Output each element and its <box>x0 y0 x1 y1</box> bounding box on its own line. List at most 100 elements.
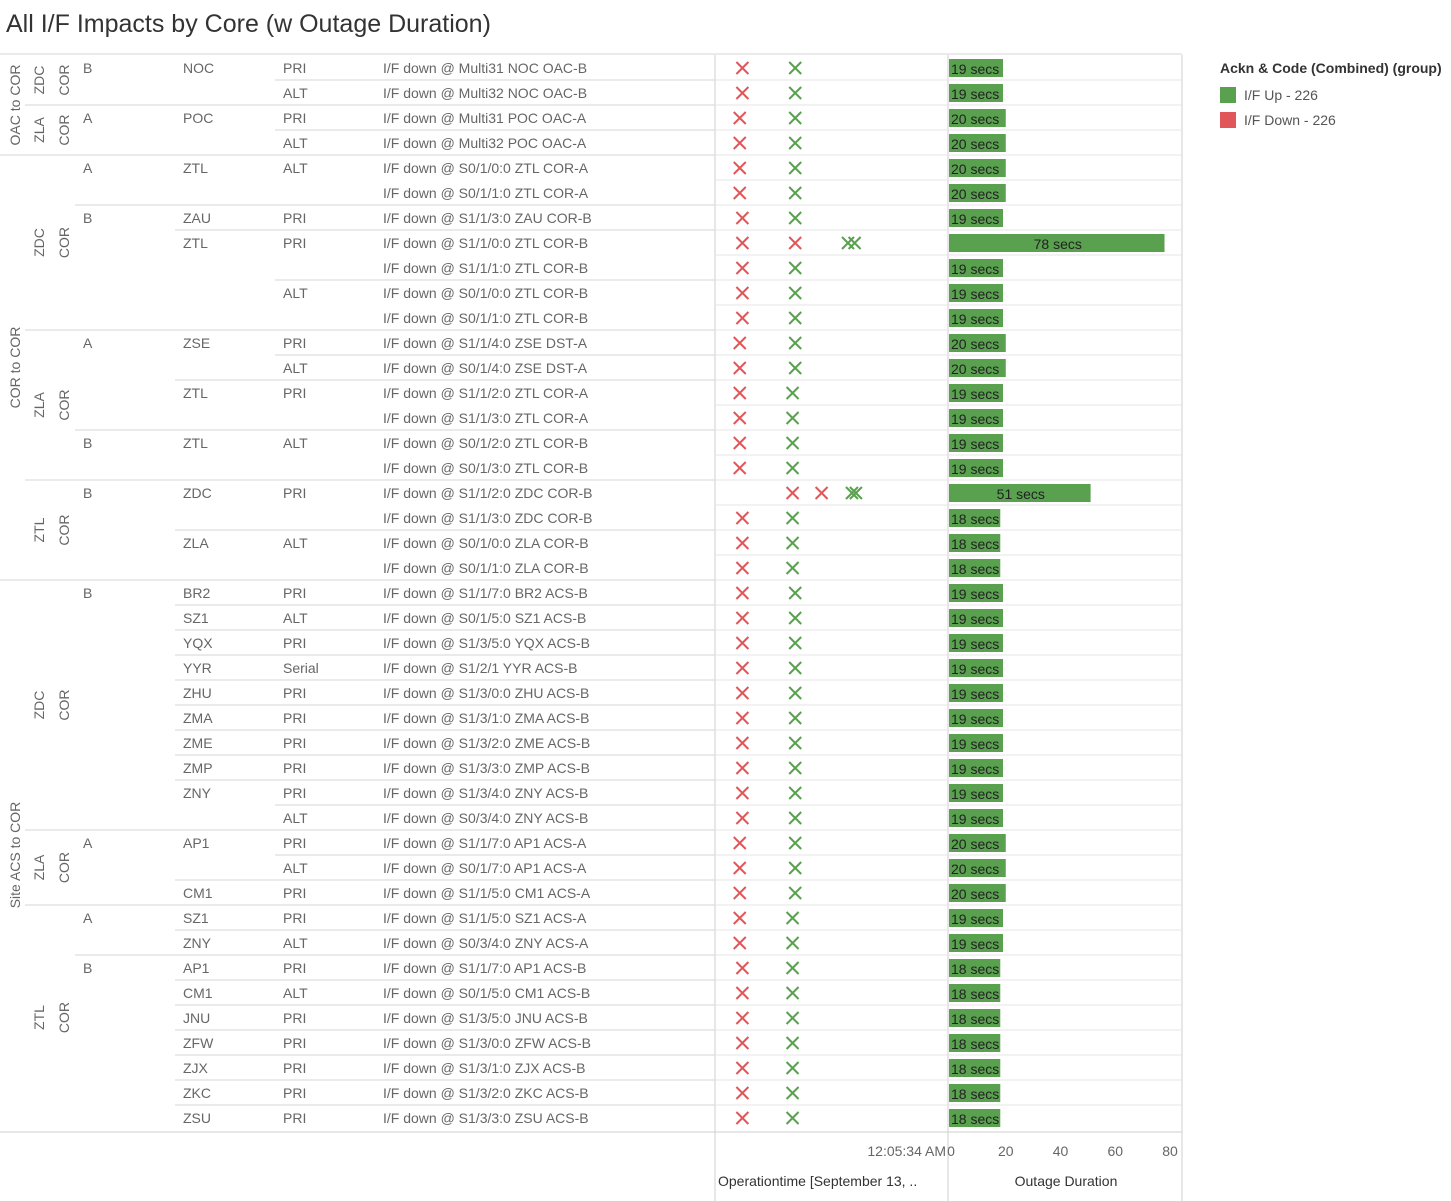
if-up-mark[interactable] <box>788 161 802 175</box>
duration-bar[interactable] <box>949 309 1004 327</box>
if-down-mark[interactable] <box>735 786 750 800</box>
duration-bar[interactable] <box>949 1034 1001 1052</box>
if-up-mark[interactable] <box>788 111 802 125</box>
if-down-mark[interactable] <box>733 461 747 475</box>
if-down-mark[interactable] <box>735 611 750 625</box>
if-up-mark[interactable] <box>788 311 802 325</box>
if-down-mark[interactable] <box>735 286 750 300</box>
if-up-mark[interactable] <box>788 686 802 700</box>
if-up-mark[interactable] <box>788 861 802 875</box>
if-down-mark[interactable] <box>733 936 747 950</box>
if-up-mark[interactable] <box>788 661 802 675</box>
duration-bar[interactable] <box>949 884 1006 902</box>
if-up-mark[interactable] <box>788 336 802 350</box>
if-up-mark[interactable] <box>788 261 802 275</box>
duration-bar[interactable] <box>949 134 1006 152</box>
duration-bar[interactable] <box>949 584 1004 602</box>
duration-bar[interactable] <box>949 359 1006 377</box>
if-up-mark[interactable] <box>785 1011 800 1025</box>
if-down-mark[interactable] <box>733 186 747 200</box>
if-up-mark[interactable] <box>785 936 800 950</box>
if-down-mark[interactable] <box>733 361 747 375</box>
if-up-mark[interactable] <box>849 486 863 500</box>
if-down-mark[interactable] <box>735 661 750 675</box>
duration-bar[interactable] <box>949 109 1006 127</box>
if-down-mark[interactable] <box>735 1036 750 1050</box>
if-down-mark[interactable] <box>735 261 750 275</box>
if-up-mark[interactable] <box>785 1036 800 1050</box>
if-up-mark[interactable] <box>788 711 802 725</box>
if-down-mark[interactable] <box>735 1111 750 1125</box>
duration-bar[interactable] <box>949 834 1006 852</box>
duration-bar[interactable] <box>949 934 1004 952</box>
if-down-mark[interactable] <box>735 1061 750 1075</box>
if-up-mark[interactable] <box>785 911 800 925</box>
if-up-mark[interactable] <box>785 536 800 550</box>
if-up-mark[interactable] <box>785 1111 800 1125</box>
if-up-mark[interactable] <box>785 561 800 575</box>
if-up-mark[interactable] <box>785 961 800 975</box>
duration-bar[interactable] <box>949 284 1004 302</box>
if-up-mark[interactable] <box>788 286 802 300</box>
if-up-mark[interactable] <box>788 761 802 775</box>
if-up-mark[interactable] <box>841 236 855 250</box>
duration-bar[interactable] <box>949 209 1004 227</box>
if-up-mark[interactable] <box>788 186 802 200</box>
if-down-mark[interactable] <box>735 236 750 250</box>
duration-bar[interactable] <box>949 609 1004 627</box>
if-down-mark[interactable] <box>814 486 829 500</box>
if-up-mark[interactable] <box>788 61 802 75</box>
duration-bar[interactable] <box>949 59 1004 77</box>
duration-bar[interactable] <box>949 84 1004 102</box>
duration-bar[interactable] <box>949 534 1001 552</box>
duration-bar[interactable] <box>949 1109 1001 1127</box>
if-down-mark[interactable] <box>735 86 750 100</box>
if-up-mark[interactable] <box>788 736 802 750</box>
if-down-mark[interactable] <box>788 236 802 250</box>
if-down-mark[interactable] <box>735 536 750 550</box>
duration-bar[interactable] <box>949 509 1001 527</box>
if-up-mark[interactable] <box>788 786 802 800</box>
duration-bar[interactable] <box>949 1009 1001 1027</box>
if-down-mark[interactable] <box>735 1086 750 1100</box>
if-up-mark[interactable] <box>788 886 802 900</box>
if-up-mark[interactable] <box>788 636 802 650</box>
duration-bar[interactable] <box>949 159 1006 177</box>
duration-bar[interactable] <box>949 434 1004 452</box>
if-down-mark[interactable] <box>733 436 747 450</box>
if-down-mark[interactable] <box>735 1011 750 1025</box>
duration-bar[interactable] <box>949 459 1004 477</box>
if-up-mark[interactable] <box>785 986 800 1000</box>
if-down-mark[interactable] <box>735 986 750 1000</box>
if-down-mark[interactable] <box>735 211 750 225</box>
if-down-mark[interactable] <box>735 736 750 750</box>
if-up-mark[interactable] <box>788 211 802 225</box>
duration-bar[interactable] <box>949 759 1004 777</box>
if-down-mark[interactable] <box>735 511 750 525</box>
duration-bar[interactable] <box>949 259 1004 277</box>
duration-bar[interactable] <box>949 384 1004 402</box>
duration-bar[interactable] <box>949 784 1004 802</box>
duration-bar[interactable] <box>949 634 1004 652</box>
legend-item-down[interactable]: I/F Down - 226 <box>1220 107 1442 132</box>
duration-bar[interactable] <box>949 709 1004 727</box>
duration-bar[interactable] <box>949 409 1004 427</box>
if-down-mark[interactable] <box>785 486 800 500</box>
if-up-mark[interactable] <box>785 411 800 425</box>
if-up-mark[interactable] <box>788 586 802 600</box>
if-up-mark[interactable] <box>785 461 800 475</box>
if-up-mark[interactable] <box>788 86 802 100</box>
if-down-mark[interactable] <box>735 636 750 650</box>
duration-bar[interactable] <box>949 859 1006 877</box>
if-up-mark[interactable] <box>788 136 802 150</box>
if-up-mark[interactable] <box>788 836 802 850</box>
duration-bar[interactable] <box>949 484 1091 502</box>
if-up-mark[interactable] <box>785 1061 800 1075</box>
if-up-mark[interactable] <box>785 1086 800 1100</box>
if-down-mark[interactable] <box>733 111 747 125</box>
duration-bar[interactable] <box>949 1084 1001 1102</box>
if-down-mark[interactable] <box>735 686 750 700</box>
if-down-mark[interactable] <box>735 961 750 975</box>
if-down-mark[interactable] <box>735 61 750 75</box>
if-down-mark[interactable] <box>733 911 747 925</box>
